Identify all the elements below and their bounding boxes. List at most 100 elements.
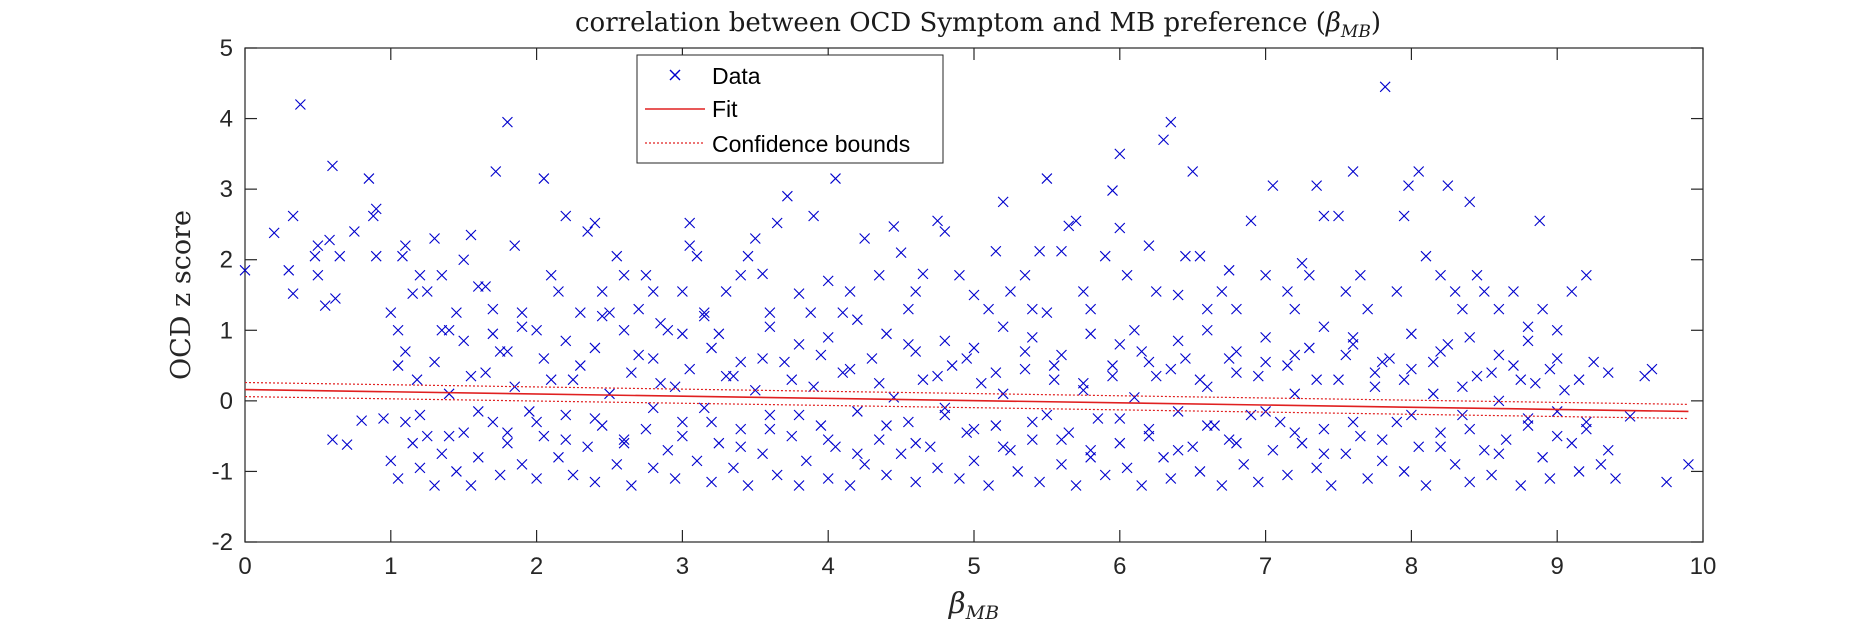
data-point xyxy=(1493,395,1505,407)
data-point xyxy=(414,269,426,281)
data-point xyxy=(881,328,892,340)
data-point xyxy=(749,233,761,244)
data-point xyxy=(1274,416,1286,428)
data-point xyxy=(1435,269,1446,281)
data-point xyxy=(1354,269,1366,281)
data-point xyxy=(1267,444,1279,456)
data-point xyxy=(903,416,914,428)
data-point xyxy=(1041,307,1053,319)
x-tick-label: 9 xyxy=(1551,553,1564,580)
data-point xyxy=(1602,367,1614,379)
data-point xyxy=(1318,210,1330,222)
data-point xyxy=(968,423,980,435)
data-point xyxy=(582,441,594,453)
data-point xyxy=(1427,388,1439,400)
data-point xyxy=(574,307,586,319)
data-point xyxy=(968,455,980,467)
data-point xyxy=(421,286,433,297)
data-point xyxy=(239,264,251,276)
data-point xyxy=(1376,356,1388,368)
data-point xyxy=(1245,215,1257,227)
data-point xyxy=(1471,370,1483,382)
data-point xyxy=(939,226,951,237)
data-point xyxy=(1026,434,1038,446)
legend-label-data: Data xyxy=(712,63,761,89)
data-point xyxy=(1391,416,1403,428)
data-point xyxy=(472,406,484,417)
data-point xyxy=(1216,480,1228,491)
data-point xyxy=(844,363,856,375)
data-point xyxy=(684,217,696,229)
data-point xyxy=(757,353,768,364)
data-point xyxy=(1544,473,1556,484)
data-point xyxy=(946,360,958,371)
data-point xyxy=(1114,222,1126,234)
data-point xyxy=(1260,406,1271,417)
data-point xyxy=(822,275,834,287)
data-point xyxy=(1515,480,1527,491)
data-point xyxy=(990,367,1002,379)
x-tick-label: 5 xyxy=(967,553,980,580)
data-point xyxy=(1085,303,1097,315)
data-point xyxy=(1471,269,1483,281)
data-point xyxy=(1085,451,1097,463)
data-point xyxy=(1128,391,1140,403)
data-point xyxy=(1311,180,1323,192)
data-point xyxy=(997,441,1009,453)
data-point xyxy=(1303,269,1315,281)
data-point xyxy=(1172,444,1184,456)
data-point xyxy=(895,247,907,259)
data-point xyxy=(786,430,798,442)
data-point xyxy=(1034,245,1045,257)
data-point xyxy=(1354,430,1366,442)
data-point xyxy=(735,269,747,281)
data-point xyxy=(1464,331,1476,343)
data-point xyxy=(1282,360,1293,371)
data-point xyxy=(1420,250,1432,262)
data-point xyxy=(287,210,299,222)
data-point xyxy=(1311,462,1323,474)
data-point xyxy=(1544,363,1556,375)
data-point xyxy=(1063,220,1075,232)
data-point xyxy=(757,448,768,460)
data-point xyxy=(480,281,491,292)
data-point xyxy=(910,476,922,488)
data-point xyxy=(1362,473,1374,484)
data-point xyxy=(582,226,594,237)
data-point xyxy=(1180,353,1191,364)
y-tick-label: -1 xyxy=(212,458,233,485)
data-point xyxy=(1347,166,1359,177)
data-point xyxy=(815,420,827,431)
data-point xyxy=(407,288,419,299)
data-point xyxy=(1369,367,1381,379)
legend-label-fit: Fit xyxy=(712,96,738,122)
data-points xyxy=(239,81,1694,491)
data-point xyxy=(1150,286,1162,297)
data-point xyxy=(1588,356,1600,368)
data-point xyxy=(1150,370,1162,382)
data-point xyxy=(392,360,404,371)
data-point xyxy=(990,420,1002,431)
data-point xyxy=(1194,374,1206,386)
data-point xyxy=(560,434,572,446)
data-point xyxy=(538,173,550,184)
data-point xyxy=(465,370,477,382)
data-point xyxy=(1376,434,1388,446)
data-point xyxy=(1318,448,1330,460)
data-point xyxy=(1056,458,1067,470)
data-point xyxy=(1449,458,1461,470)
data-point xyxy=(545,269,557,281)
data-point xyxy=(1231,303,1242,315)
data-point xyxy=(924,441,936,453)
data-point xyxy=(494,346,506,357)
data-point xyxy=(516,307,528,319)
data-point xyxy=(968,342,980,354)
data-point xyxy=(399,416,411,428)
data-point xyxy=(917,268,929,280)
data-point xyxy=(1201,303,1213,315)
data-point xyxy=(903,339,914,350)
data-point xyxy=(713,328,725,340)
data-point xyxy=(1340,286,1352,297)
y-tick-label: -2 xyxy=(212,529,233,556)
data-point xyxy=(1194,250,1206,262)
